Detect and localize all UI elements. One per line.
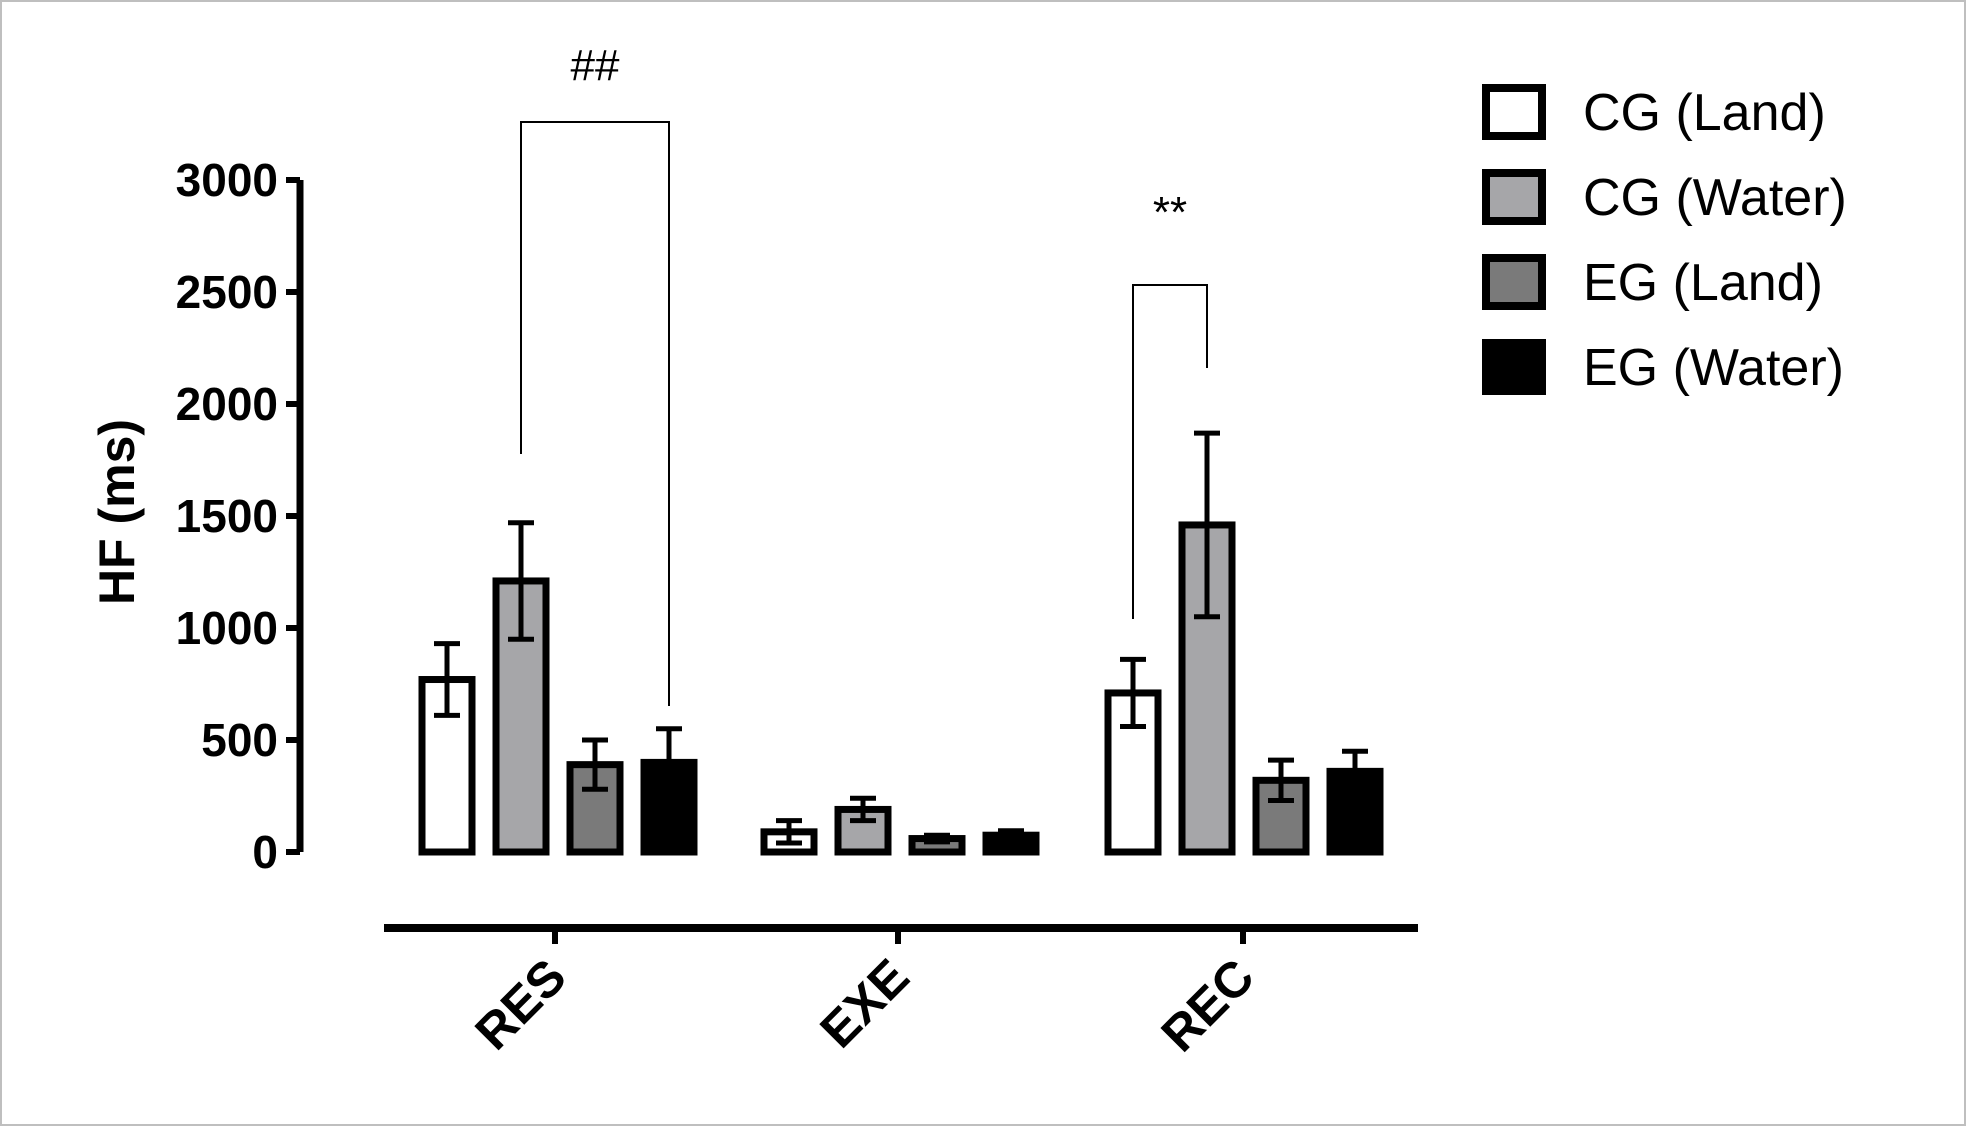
y-axis-title: HF (ms) <box>89 419 145 605</box>
bar <box>566 761 624 856</box>
legend-item: EG (Water) <box>1482 339 1844 397</box>
y-tick-label: 0 <box>252 826 278 878</box>
error-bar <box>1342 748 1368 795</box>
error-bar <box>998 828 1024 843</box>
legend-label: CG (Water) <box>1583 169 1847 227</box>
legend: CG (Land) CG (Water) EG (Land) EG (Water) <box>1482 84 1847 397</box>
error-bar <box>656 726 682 799</box>
legend-item: CG (Water) <box>1482 169 1847 227</box>
significance-annotations: ## ** <box>520 41 1208 706</box>
x-tick-label: RES <box>464 948 576 1060</box>
legend-swatch <box>1482 169 1546 225</box>
legend-label: EG (Water) <box>1583 339 1844 397</box>
error-bar <box>924 832 950 845</box>
significance-label: ## <box>571 41 620 90</box>
legend-swatch <box>1482 339 1546 395</box>
error-bar <box>1268 757 1294 803</box>
legend-label: EG (Land) <box>1583 254 1823 312</box>
legend-label: CG (Land) <box>1583 84 1826 142</box>
significance-bracket: ** <box>1132 188 1208 619</box>
error-bar <box>850 795 876 824</box>
significance-label: ** <box>1153 188 1187 237</box>
y-tick-label: 1500 <box>176 490 278 542</box>
bracket-line <box>1132 284 1208 619</box>
error-bar <box>582 737 608 792</box>
error-bar <box>434 641 460 718</box>
y-tick-label: 2500 <box>176 266 278 318</box>
significance-bracket: ## <box>520 41 670 706</box>
legend-swatch <box>1482 84 1546 140</box>
y-tick-label: 2000 <box>176 378 278 430</box>
y-axis: 0 500 1000 1500 2000 2500 3000 <box>176 154 304 878</box>
x-axis: RES EXE REC <box>384 924 1418 1062</box>
y-tick-label: 1000 <box>176 602 278 654</box>
error-bar <box>1120 656 1146 730</box>
bars <box>418 430 1384 856</box>
legend-item: EG (Land) <box>1482 254 1823 312</box>
x-tick-label: REC <box>1151 948 1265 1062</box>
y-tick-label: 500 <box>201 714 278 766</box>
error-bar <box>1194 430 1220 620</box>
legend-item: CG (Land) <box>1482 84 1826 142</box>
error-bar <box>776 818 802 846</box>
y-tick-label: 3000 <box>176 154 278 206</box>
bracket-line <box>520 121 670 706</box>
legend-swatch <box>1482 254 1546 310</box>
error-bar <box>508 520 534 642</box>
x-tick-label: EXE <box>809 948 919 1058</box>
